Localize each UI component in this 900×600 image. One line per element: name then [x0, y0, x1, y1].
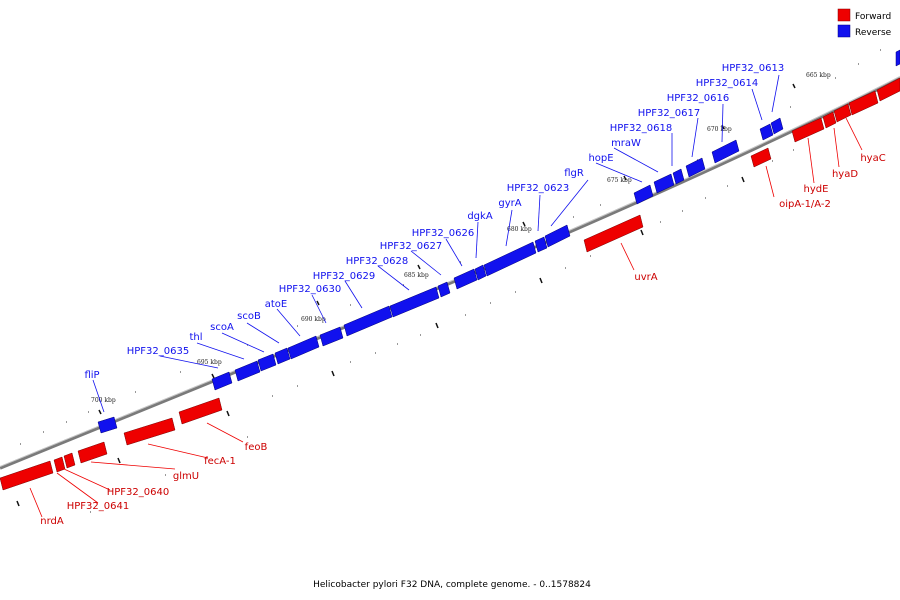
gene-label: HPF32_0618	[610, 123, 672, 134]
gene-arrow[interactable]	[483, 241, 537, 277]
legend-reverse-label: Reverse	[855, 28, 892, 38]
gene-label: fecA-1	[204, 456, 236, 467]
map-caption: Helicobacter pylori F32 DNA, complete ge…	[313, 580, 591, 590]
legend-reverse-swatch	[837, 24, 851, 38]
gene-arrow[interactable]	[77, 441, 108, 464]
legend: Forward Reverse	[837, 8, 892, 38]
gene-arrow[interactable]	[770, 117, 784, 135]
kbp-label: 700 kbp	[91, 397, 116, 404]
gene-arrow[interactable]	[63, 452, 76, 469]
gene-arrow[interactable]	[257, 353, 277, 372]
major-ticks	[16, 83, 796, 507]
gene-arrow[interactable]	[895, 49, 900, 67]
gene-label: mraW	[611, 138, 641, 149]
gene-label: dgkA	[467, 211, 492, 222]
gene-label: feoB	[245, 442, 268, 453]
gene-arrow[interactable]	[97, 416, 118, 434]
gene-arrow[interactable]	[672, 168, 685, 185]
kbp-label: 690 kbp	[301, 316, 326, 323]
gene-arrow[interactable]	[453, 268, 478, 290]
reverse-gene-labels: HPF32_0613 HPF32_0614 HPF32_0616 HPF32_0…	[84, 63, 784, 381]
gene-label: HPF32_0630	[279, 284, 341, 295]
gene-label: gyrA	[498, 198, 521, 209]
gene-arrow[interactable]	[583, 214, 644, 253]
gene-label: nrdA	[40, 516, 64, 527]
gene-arrow[interactable]	[711, 139, 740, 164]
forward-leader-lines	[29, 117, 863, 518]
gene-arrow[interactable]	[685, 157, 706, 178]
gene-label: hydE	[804, 184, 829, 195]
gene-label: flgR	[564, 168, 584, 179]
gene-label: hyaD	[832, 169, 858, 180]
gene-arrow[interactable]	[633, 184, 654, 205]
gene-label: oipA-1/A-2	[779, 199, 831, 210]
gene-arrow[interactable]	[474, 264, 487, 281]
gene-arrow[interactable]	[178, 397, 223, 425]
gene-label: HPF32_0628	[346, 256, 408, 267]
gene-label: hopE	[588, 153, 613, 164]
gene-label: HPF32_0617	[638, 108, 700, 119]
gene-label: HPF32_0641	[67, 501, 129, 512]
gene-label: HPF32_0635	[127, 346, 189, 357]
gene-label: scoA	[210, 322, 234, 333]
kbp-label: 665 kbp	[806, 72, 831, 79]
gene-label: scoB	[237, 311, 261, 322]
kbp-label: 675 kbp	[607, 177, 632, 184]
forward-strand-genes	[0, 77, 900, 491]
gene-arrow[interactable]	[211, 371, 233, 391]
kbp-label: 685 kbp	[404, 272, 429, 279]
gene-arrow[interactable]	[822, 111, 837, 129]
scale-labels: 665 kbp 670 kbp 675 kbp 680 kbp 685 kbp …	[91, 72, 831, 404]
gene-label: HPF32_0614	[696, 78, 758, 89]
gene-arrow[interactable]	[848, 90, 879, 116]
gene-label: HPF32_0640	[107, 487, 169, 498]
gene-arrow[interactable]	[0, 460, 54, 491]
gene-label: glmU	[173, 471, 199, 482]
reverse-leader-lines	[92, 74, 780, 413]
gene-label: fliP	[84, 370, 99, 381]
gene-label: HPF32_0616	[667, 93, 729, 104]
gene-label: HPF32_0613	[722, 63, 784, 74]
scale-dots-inner	[90, 149, 794, 513]
gene-arrow[interactable]	[319, 326, 344, 347]
gene-arrow[interactable]	[343, 305, 393, 337]
gene-arrow[interactable]	[653, 173, 675, 194]
gene-arrow[interactable]	[791, 117, 825, 143]
legend-forward-label: Forward	[855, 12, 891, 22]
reverse-strand-genes	[97, 49, 900, 434]
gene-arrow[interactable]	[534, 236, 548, 253]
gene-arrow[interactable]	[234, 360, 261, 382]
kbp-label: 695 kbp	[197, 359, 222, 366]
gene-label: thl	[189, 332, 202, 343]
gene-label: HPF32_0623	[507, 183, 569, 194]
gene-arrow[interactable]	[833, 103, 852, 123]
legend-forward-swatch	[837, 8, 851, 22]
kbp-label: 670 kbp	[707, 126, 732, 133]
gene-arrow[interactable]	[274, 347, 291, 365]
forward-gene-labels: hyaC hyaD hydE oipA-1/A-2 uvrA feoB fecA…	[40, 153, 885, 527]
gene-arrow[interactable]	[287, 335, 320, 360]
gene-arrow[interactable]	[53, 456, 66, 473]
gene-label: uvrA	[634, 272, 657, 283]
kbp-label: 680 kbp	[507, 226, 532, 233]
gene-arrow[interactable]	[123, 417, 176, 446]
gene-label: hyaC	[860, 153, 885, 164]
gene-arrow[interactable]	[876, 77, 900, 102]
gene-label: atoE	[265, 299, 288, 310]
gene-arrow[interactable]	[389, 286, 440, 318]
gene-arrow[interactable]	[750, 147, 772, 168]
gene-arrow[interactable]	[759, 123, 774, 141]
gene-label: HPF32_0627	[380, 241, 442, 252]
gene-label: HPF32_0629	[313, 271, 375, 282]
gene-arrow[interactable]	[544, 224, 571, 248]
gene-label: HPF32_0626	[412, 228, 474, 239]
gene-arrow[interactable]	[437, 281, 451, 298]
